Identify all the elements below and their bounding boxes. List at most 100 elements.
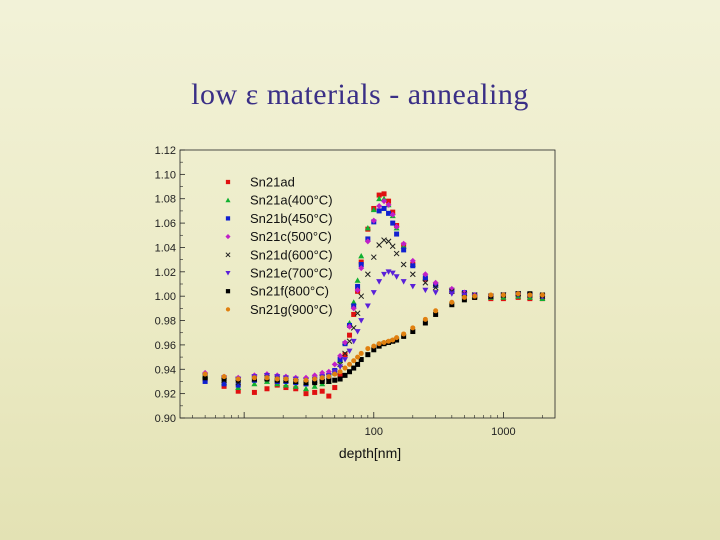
data-point bbox=[332, 385, 338, 391]
legend-label: Sn21d(600°C) bbox=[250, 247, 333, 262]
data-point bbox=[409, 284, 416, 290]
data-point bbox=[342, 350, 348, 357]
data-point bbox=[370, 217, 377, 224]
legend-label: Sn21f(800°C) bbox=[250, 284, 329, 299]
data-point bbox=[282, 382, 289, 388]
data-point bbox=[342, 339, 349, 346]
data-point bbox=[381, 237, 387, 243]
data-point bbox=[386, 198, 392, 204]
data-point bbox=[433, 311, 439, 317]
data-point bbox=[342, 352, 348, 358]
data-point bbox=[351, 358, 357, 364]
legend-marker bbox=[225, 234, 231, 240]
data-point bbox=[400, 240, 407, 247]
legend-marker bbox=[225, 289, 231, 294]
data-point bbox=[376, 192, 382, 198]
data-point bbox=[319, 378, 325, 384]
y-tick-label: 0.94 bbox=[155, 364, 176, 376]
data-point bbox=[337, 364, 344, 370]
data-point bbox=[432, 290, 439, 296]
data-point bbox=[381, 339, 387, 345]
data-point bbox=[401, 247, 407, 253]
plot-points bbox=[202, 191, 546, 399]
x-tick-label: 1000 bbox=[491, 426, 515, 438]
data-point bbox=[393, 250, 400, 257]
data-point bbox=[302, 385, 309, 392]
axes: 0.90 0.92 0.94 0.96 0.98 1.00 1.02 1.04 1.06 1.08… bbox=[155, 145, 556, 438]
data-point bbox=[400, 279, 407, 285]
legend-marker bbox=[225, 197, 231, 203]
data-point bbox=[346, 323, 353, 330]
data-point bbox=[448, 291, 455, 297]
data-point bbox=[221, 381, 227, 387]
data-point bbox=[355, 354, 361, 360]
data-point bbox=[376, 242, 383, 248]
data-point bbox=[376, 208, 382, 214]
data-point bbox=[422, 287, 429, 294]
data-point bbox=[235, 388, 241, 394]
data-point bbox=[351, 311, 357, 317]
data-point bbox=[539, 292, 545, 298]
data-point bbox=[371, 347, 377, 353]
data-point bbox=[358, 262, 364, 268]
slide-title: low ε materials - annealing bbox=[191, 78, 529, 111]
data-point bbox=[354, 277, 361, 283]
data-point bbox=[433, 308, 439, 314]
legend-label: Sn21ad bbox=[250, 175, 295, 190]
data-point bbox=[292, 383, 299, 389]
data-point bbox=[337, 369, 343, 375]
data-point bbox=[347, 332, 353, 338]
data-point bbox=[358, 350, 364, 356]
y-tick-label: 1.02 bbox=[155, 267, 176, 279]
legend-label: Sn21g(900°C) bbox=[250, 302, 333, 317]
data-point bbox=[202, 371, 208, 377]
data-point bbox=[410, 263, 416, 269]
data-point bbox=[364, 303, 371, 309]
data-point bbox=[376, 203, 383, 210]
data-point bbox=[251, 375, 257, 381]
data-point bbox=[350, 299, 357, 305]
data-point bbox=[527, 292, 533, 298]
data-point bbox=[358, 293, 365, 300]
data-point bbox=[326, 393, 332, 399]
data-point bbox=[354, 329, 361, 335]
data-point bbox=[386, 210, 392, 216]
data-point bbox=[376, 195, 383, 202]
data-point bbox=[332, 377, 338, 383]
y-tick-label: 1.04 bbox=[155, 242, 176, 254]
data-point bbox=[390, 220, 396, 226]
data-point bbox=[202, 378, 208, 384]
data-point bbox=[410, 325, 416, 331]
data-point bbox=[389, 270, 396, 277]
data-point bbox=[354, 287, 361, 294]
x-tick-label: 100 bbox=[365, 426, 383, 438]
y-tick-label: 1.08 bbox=[155, 194, 176, 206]
legend-label: Sn21a(400°C) bbox=[250, 193, 333, 208]
data-point bbox=[347, 369, 353, 375]
legend-marker bbox=[225, 270, 231, 276]
series-sn21g-900-c- bbox=[202, 291, 545, 383]
data-point bbox=[500, 292, 506, 298]
data-point bbox=[409, 271, 416, 278]
data-point bbox=[351, 365, 357, 371]
data-point bbox=[337, 372, 343, 378]
y-tick-label: 0.96 bbox=[155, 340, 176, 352]
data-point bbox=[410, 329, 416, 335]
data-point bbox=[376, 279, 383, 285]
data-point bbox=[422, 271, 429, 278]
data-point bbox=[221, 374, 227, 380]
data-point bbox=[303, 391, 309, 397]
data-point bbox=[394, 335, 400, 341]
data-point bbox=[385, 238, 392, 245]
data-point bbox=[364, 271, 371, 278]
data-point bbox=[326, 378, 332, 384]
data-point bbox=[393, 274, 400, 280]
data-point bbox=[293, 386, 299, 392]
data-point bbox=[274, 376, 280, 382]
legend: Sn21ad Sn21a(400°C) Sn21b(450°C) Sn21c(500°… bbox=[225, 175, 333, 317]
y-tick-label: 1.12 bbox=[155, 145, 176, 157]
legend-label: Sn21b(450°C) bbox=[250, 211, 333, 226]
data-point bbox=[293, 377, 299, 383]
data-point bbox=[337, 352, 344, 359]
